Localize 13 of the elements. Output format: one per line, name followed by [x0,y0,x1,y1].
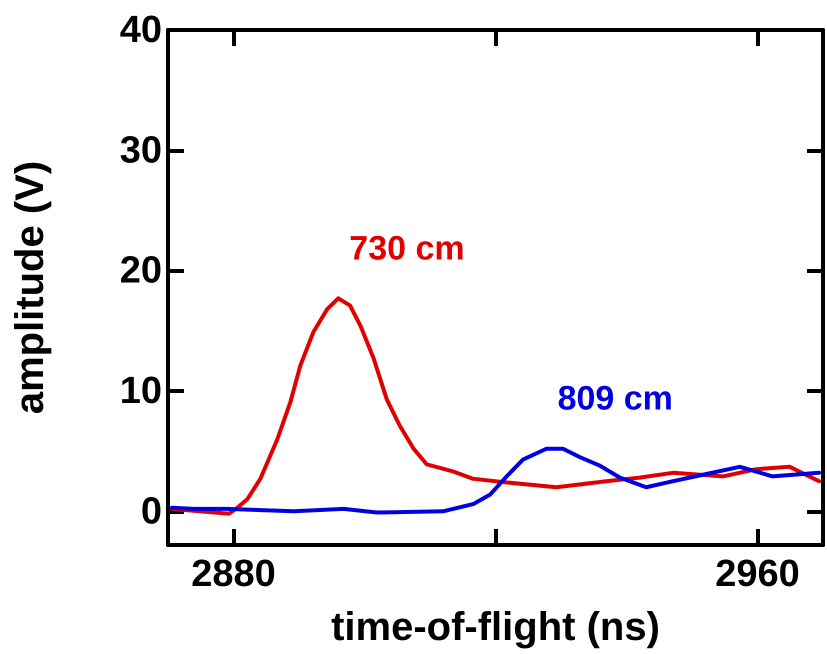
series-label: 809 cm [558,380,673,418]
line-series [170,446,822,515]
series-label: 730 cm [349,229,465,268]
y-axis-title: amplitude (V) [8,160,52,414]
x-axis-title: time-of-flight (ns) [331,605,660,649]
y-tick-label: 30 [120,129,162,172]
x-tick-label: 2880 [191,553,276,595]
line-series [170,296,822,516]
y-tick-label: 10 [120,370,162,412]
y-tick-label: 20 [120,250,162,292]
y-tick-label: 40 [120,9,162,51]
y-tick-label: 0 [140,490,162,532]
x-tick-label: 2960 [715,553,800,595]
